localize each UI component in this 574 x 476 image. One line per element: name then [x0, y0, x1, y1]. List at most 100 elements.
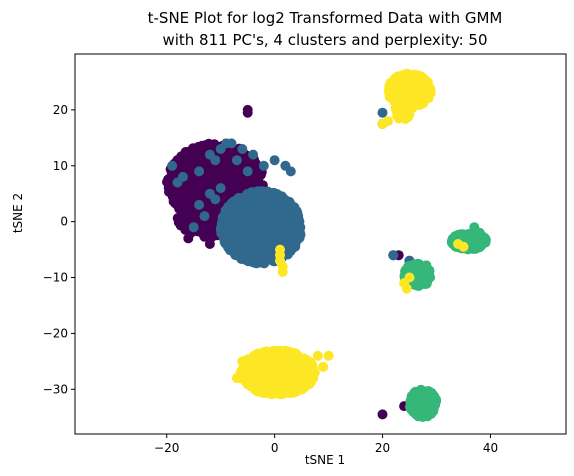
- data-point: [269, 155, 280, 166]
- data-point: [294, 215, 304, 226]
- x-tick-label: 0: [271, 441, 279, 455]
- data-point: [419, 74, 430, 85]
- chart-title-line-2: with 811 PC's, 4 clusters and perplexity…: [162, 31, 487, 49]
- data-point: [377, 107, 388, 118]
- cluster-3-points: [231, 68, 469, 400]
- data-point: [181, 201, 192, 212]
- data-point: [219, 157, 229, 168]
- data-point: [287, 386, 298, 397]
- data-point: [164, 175, 175, 186]
- data-point: [284, 203, 295, 213]
- data-point: [402, 68, 413, 79]
- data-point: [405, 104, 416, 115]
- y-tick-label: 0: [60, 215, 68, 229]
- data-point: [312, 350, 323, 361]
- data-point: [237, 356, 248, 367]
- data-point: [229, 240, 240, 251]
- y-tick-label: 20: [53, 103, 68, 117]
- data-point: [404, 272, 415, 283]
- data-point: [242, 166, 253, 177]
- data-point: [258, 160, 269, 171]
- data-point: [237, 144, 248, 154]
- data-point: [222, 209, 233, 220]
- data-point: [255, 371, 266, 382]
- y-axis-label: tSNE 2: [11, 193, 25, 233]
- data-point: [290, 378, 300, 389]
- data-point: [172, 213, 183, 224]
- plot-frame: [74, 53, 567, 435]
- data-point: [248, 149, 259, 160]
- scatter-points: [162, 68, 491, 422]
- data-point: [226, 138, 237, 149]
- data-point: [410, 389, 421, 400]
- data-point: [277, 266, 288, 277]
- data-point: [231, 373, 242, 384]
- data-point: [210, 155, 221, 166]
- data-point: [399, 94, 410, 104]
- data-point: [239, 205, 250, 216]
- cluster-2-points: [399, 222, 491, 422]
- data-point: [265, 383, 275, 394]
- data-point: [237, 193, 248, 203]
- data-point: [249, 359, 260, 370]
- data-point: [272, 369, 283, 380]
- data-point: [215, 183, 226, 194]
- data-point: [204, 239, 215, 249]
- data-point: [199, 211, 210, 222]
- data-point: [215, 223, 226, 234]
- data-point: [458, 241, 469, 252]
- data-point: [227, 201, 238, 212]
- data-point: [176, 151, 187, 162]
- data-point: [275, 244, 285, 255]
- y-tick-label: −20: [43, 326, 68, 340]
- data-point: [422, 276, 433, 286]
- data-point: [247, 191, 257, 202]
- data-point: [194, 166, 205, 177]
- data-point: [377, 409, 388, 420]
- data-point: [262, 360, 273, 371]
- data-point: [275, 359, 286, 370]
- y-tick-label: −10: [43, 271, 68, 285]
- axis-ticks: −20 0 20 40 −30 −20 −10 0 10 20: [43, 103, 498, 455]
- data-point: [242, 104, 253, 115]
- data-point: [225, 180, 236, 191]
- data-point: [249, 224, 259, 235]
- data-point: [377, 118, 388, 129]
- data-point: [474, 227, 485, 238]
- y-tick-label: 10: [53, 159, 68, 173]
- data-point: [275, 230, 286, 241]
- data-point: [265, 348, 276, 359]
- data-point: [231, 250, 242, 261]
- data-point: [416, 402, 427, 413]
- data-point: [388, 250, 399, 261]
- data-point: [413, 260, 424, 271]
- data-point: [227, 170, 238, 181]
- x-axis-label: tSNE 1: [305, 453, 345, 467]
- data-point: [401, 283, 412, 294]
- data-point: [265, 205, 276, 216]
- data-point: [216, 165, 227, 176]
- data-point: [167, 160, 178, 171]
- data-point: [203, 171, 214, 182]
- data-point: [192, 176, 203, 187]
- data-point: [267, 217, 277, 228]
- data-point: [279, 370, 290, 381]
- data-point: [406, 404, 417, 415]
- data-point: [431, 396, 442, 407]
- x-tick-label: −20: [154, 441, 179, 455]
- data-point: [419, 92, 430, 103]
- data-point: [275, 218, 286, 229]
- data-point: [259, 246, 270, 257]
- x-tick-label: 20: [375, 441, 390, 455]
- data-point: [301, 379, 311, 390]
- y-tick-label: −30: [43, 382, 68, 396]
- data-point: [224, 227, 235, 237]
- data-point: [254, 215, 265, 226]
- data-point: [199, 231, 210, 242]
- data-point: [237, 240, 248, 251]
- data-point: [172, 177, 183, 188]
- data-point: [318, 361, 329, 372]
- data-point: [384, 90, 395, 101]
- data-point: [417, 412, 428, 422]
